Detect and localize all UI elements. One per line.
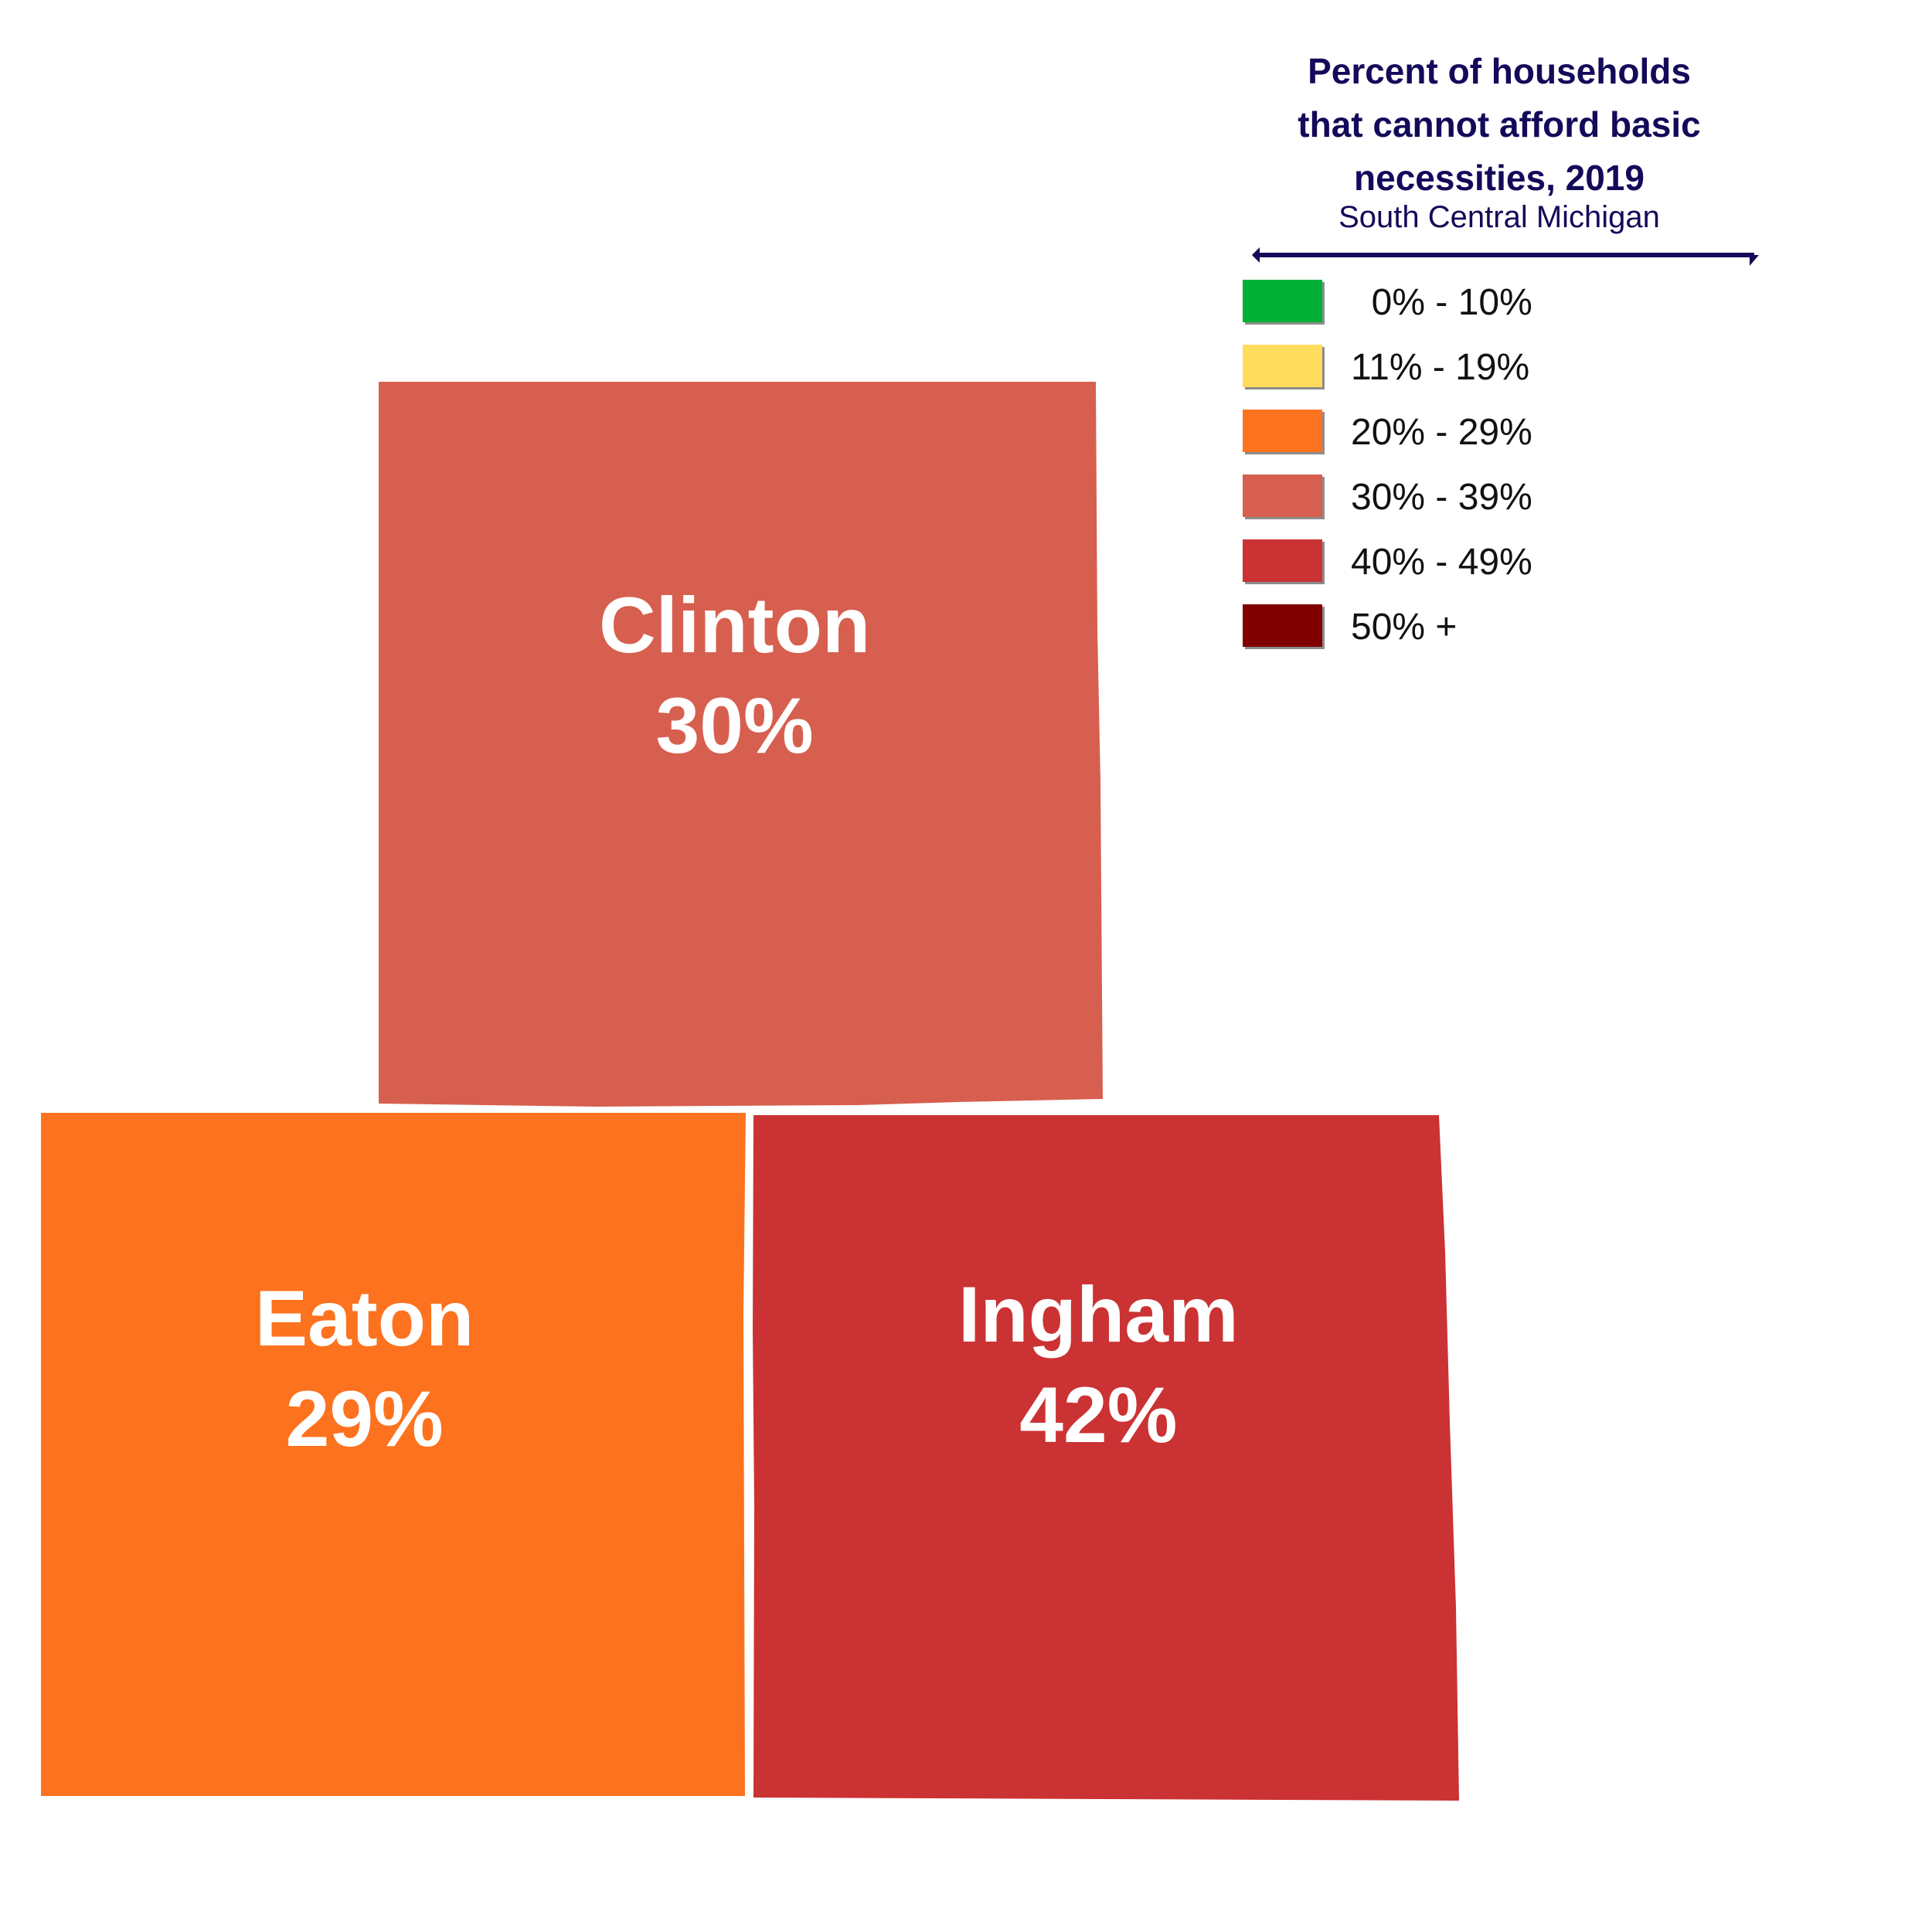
legend-item-label: 40% - 49%	[1351, 542, 1532, 583]
legend-item-20-29: 20% - 29%	[1243, 410, 1706, 453]
legend-swatch	[1243, 539, 1322, 582]
legend-title-line-1: Percent of households	[1308, 51, 1691, 91]
eaton-value: 29%	[285, 1375, 444, 1463]
clinton-name: Clinton	[599, 581, 871, 669]
legend-swatch	[1243, 474, 1322, 517]
legend-title-line-3: necessities, 2019	[1354, 158, 1645, 198]
legend-divider-arrow	[1252, 247, 1759, 266]
ingham-name: Ingham	[958, 1270, 1239, 1359]
clinton-county[interactable]	[379, 382, 1103, 1107]
clinton-label: Clinton 30%	[599, 586, 870, 765]
legend-item-label: 20% - 29%	[1351, 412, 1532, 453]
clinton-value: 30%	[655, 682, 814, 770]
legend-item-11-19: 11% - 19%	[1243, 345, 1706, 388]
ingham-value: 42%	[1019, 1371, 1178, 1459]
legend-item-30-39: 30% - 39%	[1243, 474, 1706, 518]
ingham-county[interactable]	[753, 1115, 1459, 1801]
legend-item-50-plus: 50% +	[1243, 604, 1706, 648]
legend-swatch	[1243, 410, 1322, 452]
legend-title: Percent of households that cannot afford…	[1236, 45, 1762, 205]
legend: Percent of households that cannot afford…	[1236, 45, 1762, 648]
legend-subtitle: South Central Michigan	[1338, 200, 1660, 234]
legend-swatch	[1243, 604, 1322, 647]
legend-swatch	[1243, 280, 1322, 322]
eaton-county[interactable]	[41, 1113, 746, 1796]
legend-swatch	[1243, 345, 1322, 387]
legend-item-0-10: 0% - 10%	[1243, 280, 1706, 323]
eaton-label: Eaton 29%	[255, 1279, 474, 1458]
ingham-label: Ingham 42%	[958, 1275, 1239, 1454]
legend-item-40-49: 40% - 49%	[1243, 539, 1706, 583]
legend-item-label: 0% - 10%	[1351, 282, 1532, 323]
legend-item-label: 30% - 39%	[1351, 477, 1532, 518]
legend-item-label: 11% - 19%	[1351, 347, 1530, 388]
legend-title-line-2: that cannot afford basic	[1298, 104, 1701, 145]
eaton-name: Eaton	[255, 1274, 474, 1362]
legend-item-label: 50% +	[1351, 607, 1458, 648]
